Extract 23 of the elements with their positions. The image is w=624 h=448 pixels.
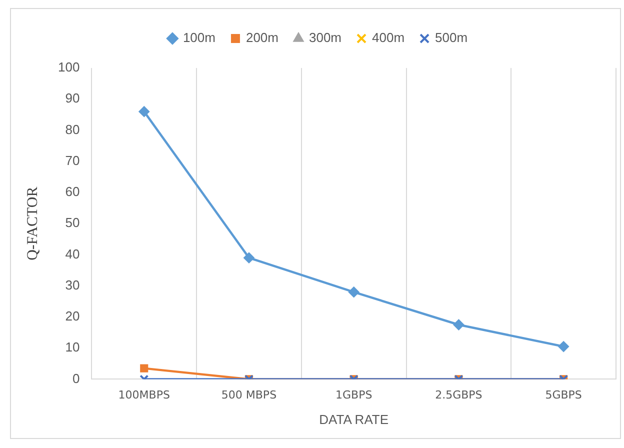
x-axis-title: DATA RATE	[319, 412, 389, 427]
legend-label: 200m	[246, 30, 279, 46]
y-tick-label: 50	[65, 215, 80, 230]
x-tick-label: 2.5GBPS	[435, 388, 482, 402]
x-tick-label: 500 MBPS	[221, 388, 277, 402]
y-tick-label: 20	[65, 308, 80, 324]
y-tick-label: 100	[58, 60, 80, 75]
y-axis-title: Q-FACTOR	[24, 186, 41, 260]
x-tick-label: 1GBPS	[336, 388, 372, 402]
legend-label: 400m	[372, 30, 405, 46]
y-tick-label: 90	[65, 90, 80, 106]
y-tick-label: 80	[65, 122, 80, 137]
y-tick-label: 0	[72, 370, 80, 386]
y-tick-label: 40	[65, 246, 80, 262]
y-tick-label: 10	[65, 340, 80, 355]
x-tick-label: 100MBPS	[118, 388, 170, 402]
legend-label: 500m	[435, 30, 468, 46]
x-tick-label: 5GBPS	[545, 388, 582, 402]
y-tick-label: 70	[65, 152, 80, 168]
y-tick-label: 60	[65, 184, 80, 200]
legend-label: 300m	[308, 30, 342, 46]
legend-label: 100m	[182, 30, 216, 46]
y-tick-label: 30	[65, 277, 80, 292]
